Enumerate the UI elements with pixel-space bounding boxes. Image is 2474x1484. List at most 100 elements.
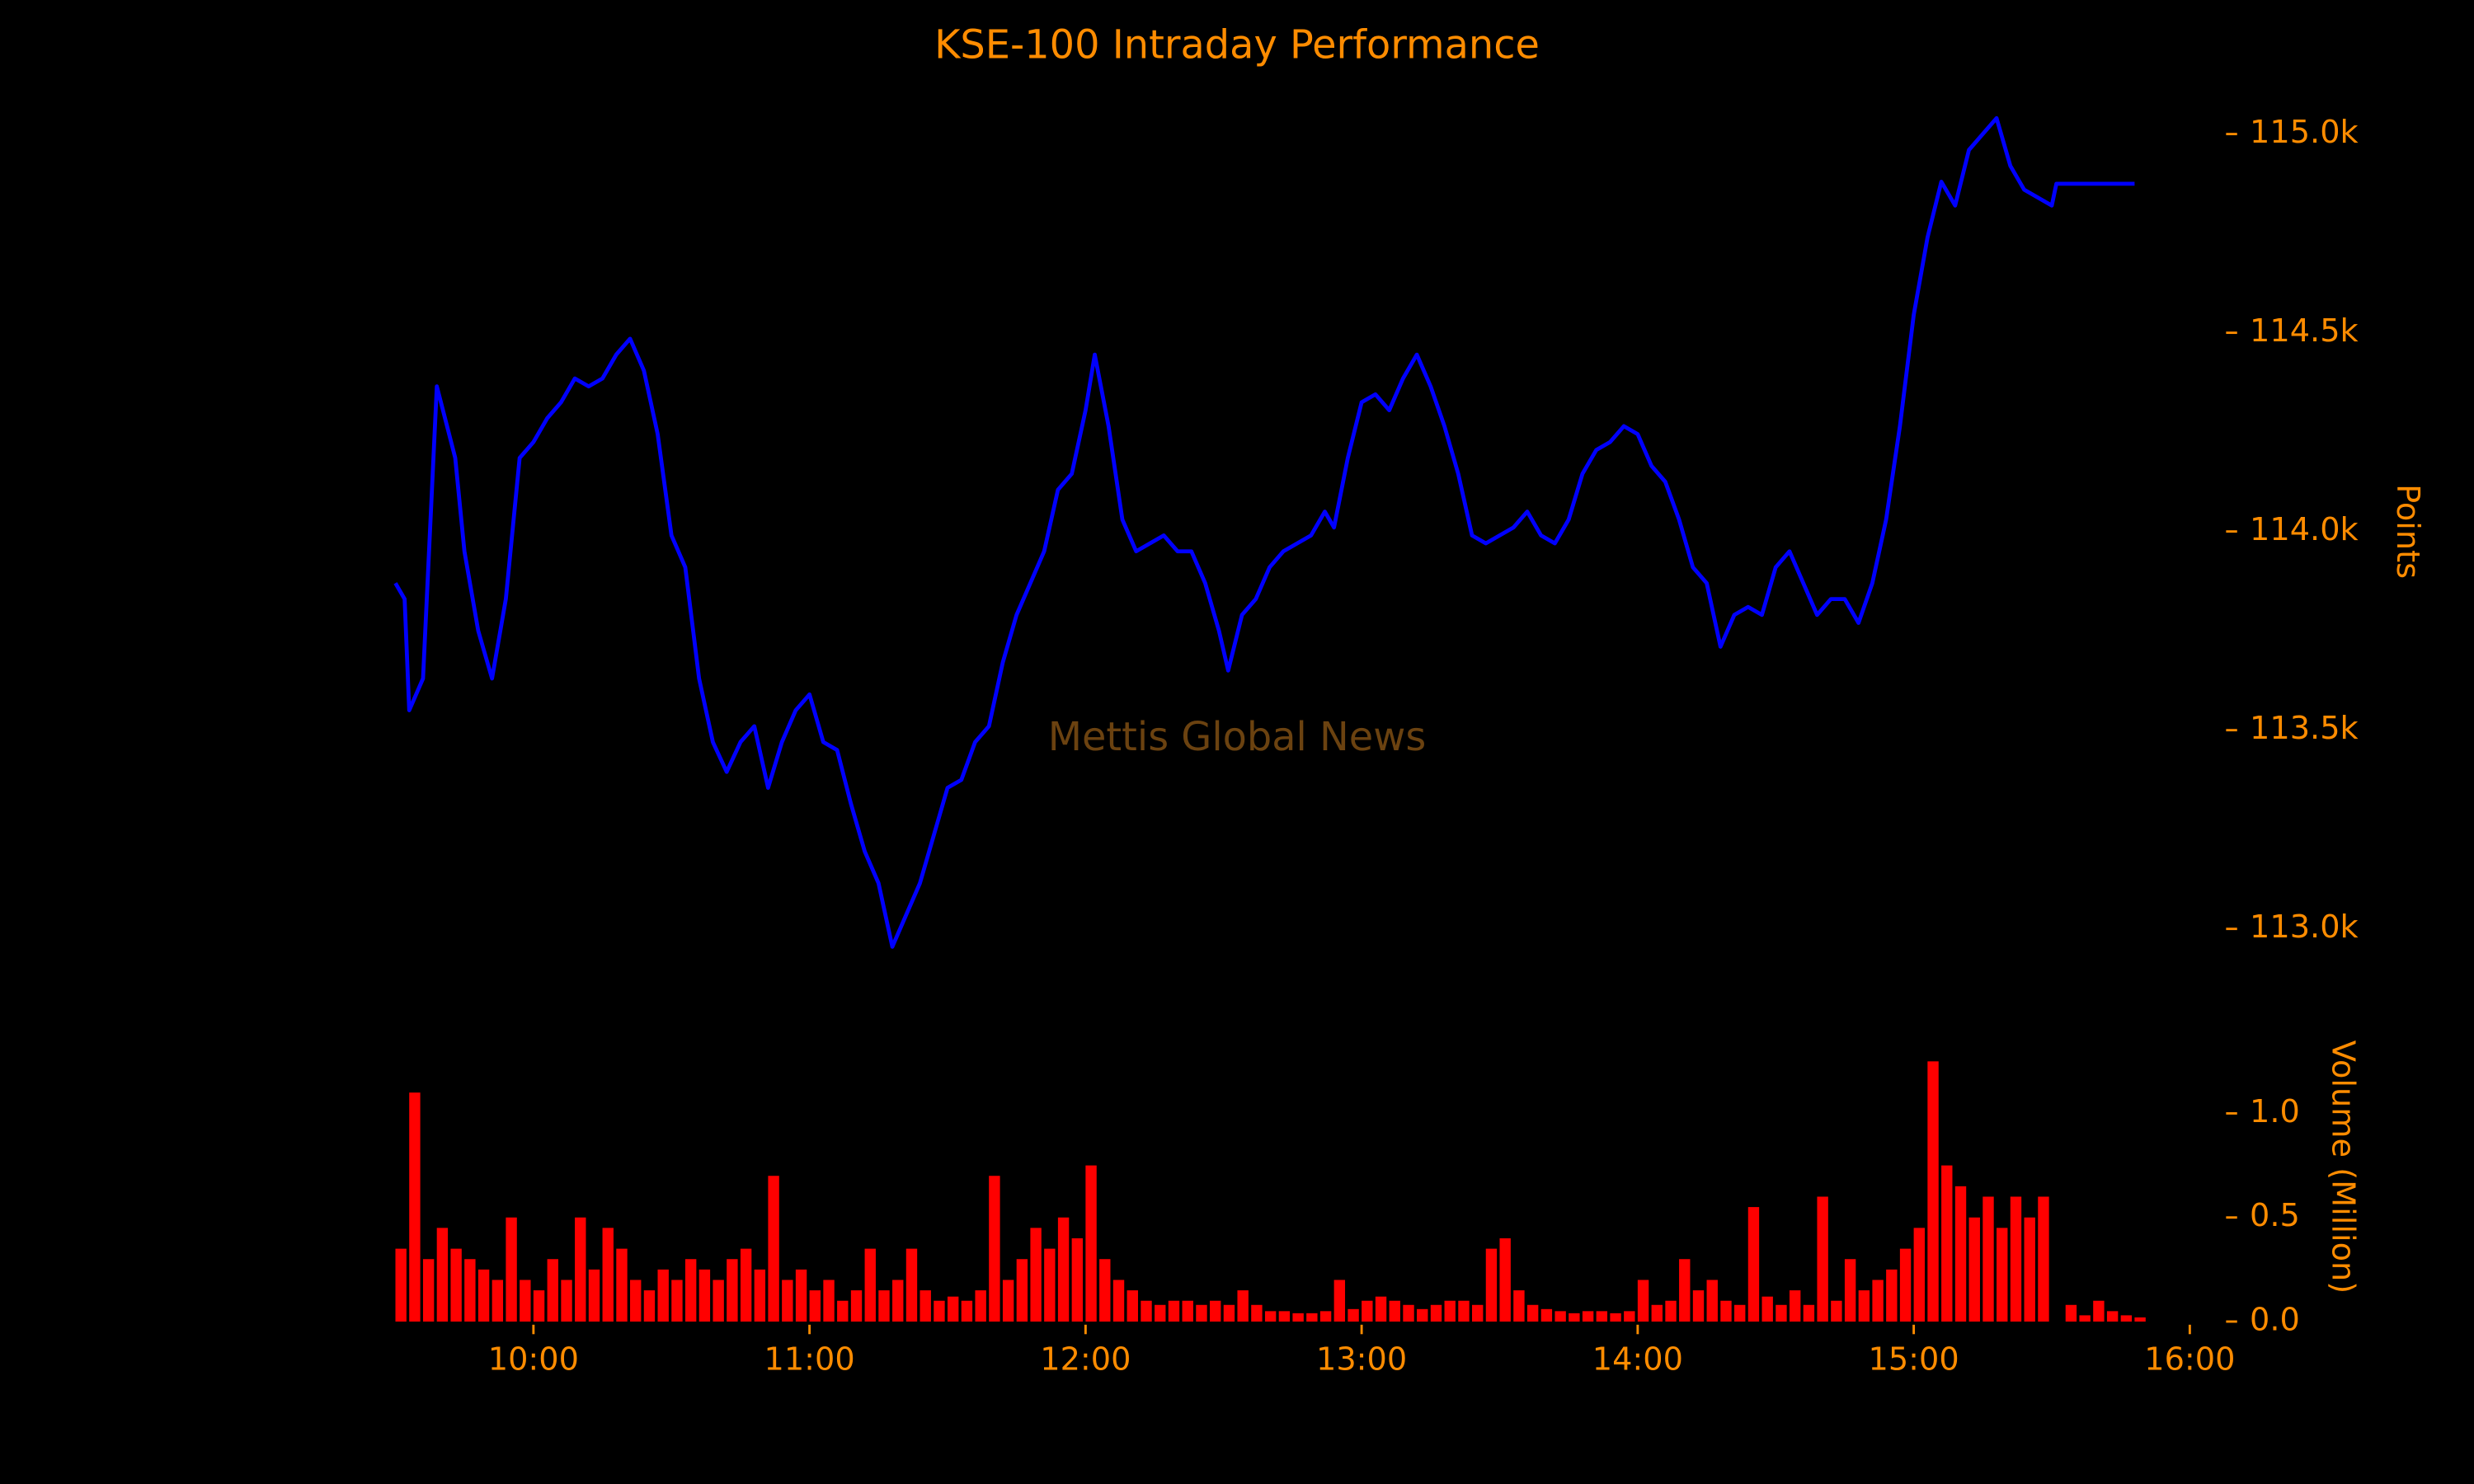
volume-bar bbox=[1002, 1280, 1014, 1322]
volume-bar bbox=[1417, 1308, 1428, 1322]
volume-bar bbox=[1472, 1304, 1484, 1322]
volume-bar bbox=[1679, 1259, 1691, 1322]
volume-bar bbox=[1182, 1300, 1193, 1322]
volume-bar bbox=[1540, 1308, 1553, 1322]
volume-bar bbox=[450, 1248, 462, 1322]
volume-bar bbox=[547, 1259, 558, 1322]
volume-bar bbox=[1872, 1280, 1884, 1322]
volume-bar bbox=[740, 1248, 752, 1322]
volume-bar bbox=[409, 1092, 421, 1322]
volume-bar bbox=[436, 1228, 449, 1322]
volume-bar bbox=[1237, 1290, 1249, 1322]
volume-bar bbox=[1637, 1280, 1649, 1322]
volume-bar bbox=[1858, 1290, 1870, 1322]
volume-bar bbox=[2134, 1317, 2146, 1322]
volume-bar bbox=[2065, 1304, 2077, 1322]
volume-bar bbox=[492, 1280, 504, 1322]
y-tick-label: 113.5k bbox=[2250, 710, 2359, 747]
volume-bar bbox=[850, 1290, 863, 1322]
volume-bar bbox=[1982, 1196, 1994, 1322]
volume-bar bbox=[643, 1290, 656, 1322]
volume-bar bbox=[892, 1280, 904, 1322]
x-tick-label: 14:00 bbox=[1592, 1341, 1683, 1378]
volume-bar bbox=[989, 1176, 1000, 1322]
price-line bbox=[393, 115, 2135, 949]
volume-bar bbox=[1278, 1311, 1291, 1322]
volume-bar bbox=[1112, 1280, 1125, 1322]
volume-bar bbox=[1389, 1300, 1400, 1322]
volume-bar bbox=[1168, 1300, 1180, 1322]
volume-bar bbox=[2079, 1315, 2091, 1322]
volume-bar bbox=[575, 1217, 586, 1322]
volume-bar bbox=[1264, 1311, 1277, 1322]
volume-bar bbox=[961, 1300, 973, 1322]
volume-bar bbox=[2010, 1196, 2022, 1322]
volume-bar bbox=[1155, 1304, 1166, 1322]
volume-bar bbox=[2038, 1196, 2049, 1322]
volume-bar bbox=[1126, 1290, 1138, 1322]
volume-bar bbox=[1499, 1237, 1511, 1322]
volume-bar bbox=[1348, 1308, 1359, 1322]
volume-bar bbox=[1941, 1165, 1953, 1322]
volume-bar bbox=[1196, 1304, 1207, 1322]
volume-bar bbox=[2120, 1315, 2133, 1322]
volume-bar bbox=[1651, 1304, 1663, 1322]
volume-bar bbox=[1692, 1290, 1705, 1322]
volume-bar bbox=[754, 1269, 766, 1322]
volume-bar bbox=[698, 1269, 711, 1322]
volume-bar bbox=[1403, 1304, 1414, 1322]
volume-bar bbox=[630, 1280, 642, 1322]
volume-bar bbox=[2093, 1300, 2105, 1322]
volume-bar bbox=[1747, 1207, 1760, 1322]
volume-bar bbox=[1292, 1313, 1304, 1322]
volume-bar bbox=[1720, 1300, 1732, 1322]
volume-bar bbox=[1099, 1259, 1111, 1322]
volume-bar bbox=[1596, 1311, 1608, 1322]
y-tick-label: 115.0k bbox=[2250, 114, 2359, 151]
volume-bar bbox=[864, 1248, 876, 1322]
volume-bar bbox=[464, 1259, 476, 1322]
volume-bar bbox=[1665, 1300, 1677, 1322]
volume-bar bbox=[422, 1259, 435, 1322]
volume-bar bbox=[1210, 1300, 1221, 1322]
x-tick-label: 16:00 bbox=[2144, 1341, 2235, 1378]
y-tick-label: 0.5 bbox=[2250, 1197, 2300, 1234]
volume-bar bbox=[809, 1290, 821, 1322]
volume-bar bbox=[1223, 1304, 1235, 1322]
y-tick-label: 114.5k bbox=[2250, 312, 2359, 350]
volume-bar bbox=[477, 1269, 490, 1322]
volume-bar bbox=[1927, 1061, 1939, 1322]
volume-bar bbox=[1789, 1290, 1801, 1322]
volume-bar bbox=[520, 1280, 531, 1322]
volume-bar bbox=[878, 1290, 890, 1322]
volume-bar bbox=[1817, 1196, 1828, 1322]
volume-bar bbox=[920, 1290, 931, 1322]
volume-bar bbox=[1831, 1300, 1842, 1322]
volume-bar bbox=[1030, 1228, 1042, 1322]
volume-bar bbox=[905, 1248, 918, 1322]
volume-bar bbox=[616, 1248, 628, 1322]
volume-bar bbox=[1251, 1304, 1263, 1322]
volume-bar bbox=[1085, 1165, 1097, 1322]
x-tick-label: 12:00 bbox=[1040, 1341, 1131, 1378]
volume-bar bbox=[1362, 1300, 1373, 1322]
volume-bar bbox=[1776, 1304, 1787, 1322]
volume-bar bbox=[1485, 1248, 1498, 1322]
volume-bar bbox=[1526, 1304, 1539, 1322]
y-axis-label: Volume (Million) bbox=[2325, 1040, 2362, 1294]
y-tick-label: 1.0 bbox=[2250, 1093, 2300, 1130]
x-tick-label: 15:00 bbox=[1868, 1341, 1959, 1378]
volume-bar bbox=[1044, 1248, 1056, 1322]
volume-bar bbox=[1057, 1217, 1070, 1322]
volume-bar bbox=[2024, 1217, 2035, 1322]
volume-bar bbox=[934, 1300, 945, 1322]
volume-bar bbox=[561, 1280, 572, 1322]
y-tick-label: 114.0k bbox=[2250, 511, 2359, 548]
volume-bar bbox=[657, 1269, 669, 1322]
y-tick-label: 0.0 bbox=[2250, 1301, 2300, 1338]
volume-bar bbox=[602, 1228, 614, 1322]
x-tick-label: 11:00 bbox=[764, 1341, 854, 1378]
volume-bar bbox=[1624, 1311, 1635, 1322]
